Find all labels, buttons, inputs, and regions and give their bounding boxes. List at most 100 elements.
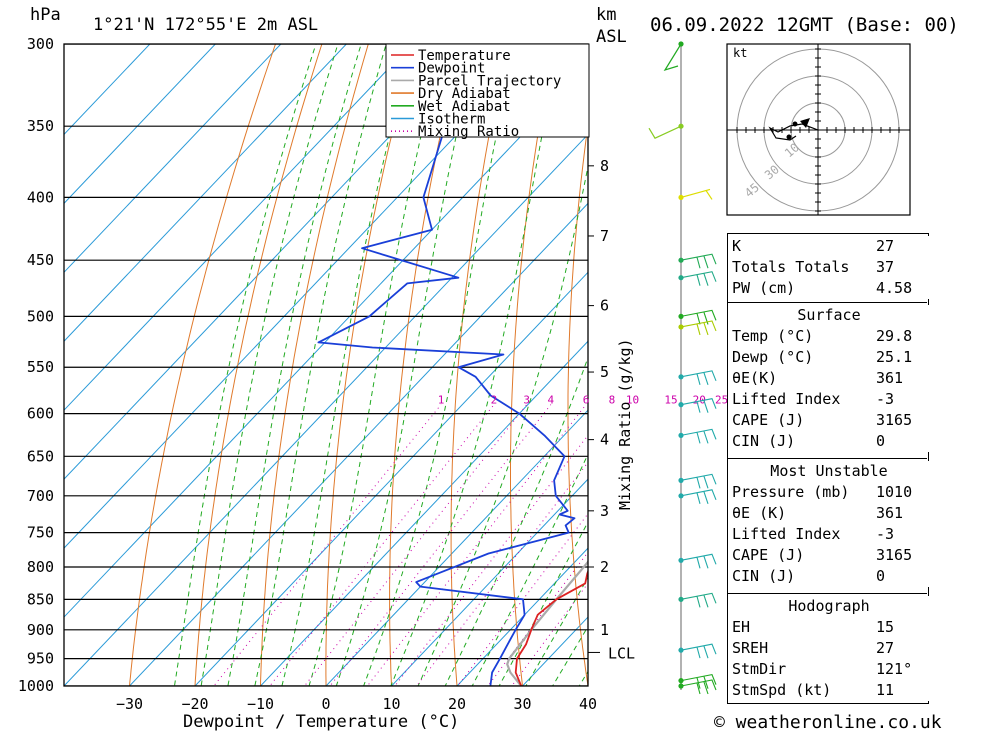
- temperature-tick-label: −10: [247, 695, 274, 713]
- pressure-tick-label: 350: [27, 117, 54, 135]
- index-label: Lifted Index: [732, 390, 841, 408]
- pressure-tick-label: 450: [27, 251, 54, 269]
- wind-barb: [680, 553, 717, 569]
- pressure-tick-label: 800: [27, 558, 54, 576]
- height-tick-label: 8: [600, 157, 609, 175]
- dry-adiabat-line: [678, 7, 725, 712]
- isotherm-line: [64, 44, 348, 342]
- pressure-tick-label: 550: [27, 358, 54, 376]
- isotherm-line: [259, 340, 588, 686]
- index-label: Lifted Index: [732, 525, 841, 543]
- index-value: 361: [876, 504, 904, 522]
- datetime-title: 06.09.2022 12GMT (Base: 00): [650, 14, 959, 36]
- wind-barb: [680, 473, 717, 489]
- wet-adiabat-line: [227, 44, 362, 686]
- pressure-tick-label: 1000: [18, 677, 54, 695]
- mixing-ratio-label: 6: [583, 394, 590, 407]
- index-label: StmDir: [732, 660, 787, 678]
- pressure-tick-label: 500: [27, 307, 54, 325]
- legend-label: Temperature: [418, 48, 511, 64]
- table-row: PW (cm) 4.58: [728, 278, 930, 299]
- wind-barb: [680, 309, 717, 325]
- dry-adiabat-line: [971, 7, 1000, 712]
- wind-barb: [680, 253, 717, 269]
- mixing-ratio-label: 2: [491, 394, 498, 407]
- dry-adiabat-line: [128, 44, 277, 686]
- index-value: 37: [876, 258, 895, 276]
- dry-adiabat-line: [567, 121, 588, 686]
- wet-adiabat-line: [173, 44, 317, 686]
- dewpoint-line: [317, 44, 576, 686]
- table-row: θE(K) 361: [728, 368, 930, 389]
- index-value: 1010: [876, 483, 913, 501]
- wind-barb: [680, 489, 717, 504]
- temperature-tick-label: 20: [448, 695, 466, 713]
- table-row: EH 15: [728, 617, 930, 638]
- index-label: CIN (J): [732, 567, 796, 585]
- index-value: 0: [876, 567, 886, 585]
- wind-barb: [663, 43, 682, 72]
- pressure-tick-label: 950: [27, 650, 54, 668]
- mixing-ratio-label: 3: [523, 394, 530, 407]
- most-unstable-table: Most Unstable Pressure (mb) 1010 θE (K) 36…: [728, 461, 930, 587]
- index-label: EH: [732, 618, 751, 636]
- mixing-ratio-line: [416, 461, 588, 686]
- wet-adiabat-line: [363, 44, 517, 686]
- index-value: 0: [876, 432, 886, 450]
- wind-barb: [680, 643, 717, 659]
- index-label: CAPE (J): [732, 411, 805, 429]
- hodograph-point: [792, 121, 798, 127]
- pressure-tick-label: 750: [27, 524, 54, 542]
- storm-motion-marker: [800, 118, 810, 128]
- height-tick-label: 5: [600, 363, 609, 381]
- isotherm-line: [64, 44, 217, 205]
- table-row: K 27: [728, 236, 930, 257]
- height-tick-label: 1: [600, 621, 609, 639]
- mixing-ratio-line: [457, 512, 588, 686]
- height-axis: 1 2 3 4 5 6 7 8 LCL: [588, 157, 635, 662]
- index-value: 27: [876, 639, 895, 657]
- pressure-axis: 300 350 400 450 500 550 600 650 700 750 800 850 900 9…: [18, 35, 54, 695]
- index-value: 15: [876, 618, 895, 636]
- wind-level-dot: [678, 678, 684, 684]
- table-row: Hodograph: [728, 596, 930, 617]
- mixing-ratio-line: [394, 434, 588, 686]
- pressure-tick-label: 650: [27, 447, 54, 465]
- index-label: PW (cm): [732, 279, 796, 297]
- pressure-unit-label: hPa: [30, 5, 61, 25]
- hodograph: kt 10 30 45: [726, 43, 911, 216]
- index-value: 3165: [876, 546, 913, 564]
- table-row: CIN (J) 0: [728, 431, 930, 452]
- legend-label: Mixing Ratio: [418, 124, 519, 140]
- height-unit-label: km: [596, 5, 616, 25]
- divider: [727, 302, 927, 303]
- table-row: CAPE (J) 3165: [728, 410, 930, 431]
- x-axis-title: Dewpoint / Temperature (°C): [183, 712, 459, 732]
- index-label: Temp (°C): [732, 327, 814, 345]
- section-title: Surface: [797, 306, 861, 324]
- isobar-lines: [64, 44, 588, 686]
- temperature-axis: −30 −20 −10 0 10 20 30 40: [116, 695, 597, 713]
- pressure-tick-label: 700: [27, 487, 54, 505]
- dry-adiabat-lines: [128, 7, 1000, 712]
- wind-barb: [680, 398, 717, 413]
- wind-barb: [680, 271, 717, 286]
- dry-adiabat-line: [325, 44, 416, 686]
- legend-label: Isotherm: [418, 112, 485, 128]
- location-title: 1°21'N 172°55'E 2m ASL: [93, 15, 318, 35]
- legend-label: Parcel Trajectory: [418, 73, 561, 89]
- table-row: Dewp (°C) 25.1: [728, 347, 930, 368]
- wet-adiabat-line: [281, 44, 414, 686]
- mixing-ratio-label: 10: [626, 394, 639, 407]
- mixing-ratio-label: 20: [693, 394, 706, 407]
- table-row: StmDir 121°: [728, 659, 930, 680]
- index-label: θE (K): [732, 504, 787, 522]
- dry-adiabat-line: [510, 44, 555, 686]
- table-row: Temp (°C) 29.8: [728, 326, 930, 347]
- isotherm-line: [64, 133, 588, 686]
- wind-barb: [680, 320, 717, 336]
- mixing-ratio-line: [487, 551, 588, 686]
- dry-adiabat-line: [450, 44, 509, 686]
- dry-adiabat-line: [259, 44, 369, 686]
